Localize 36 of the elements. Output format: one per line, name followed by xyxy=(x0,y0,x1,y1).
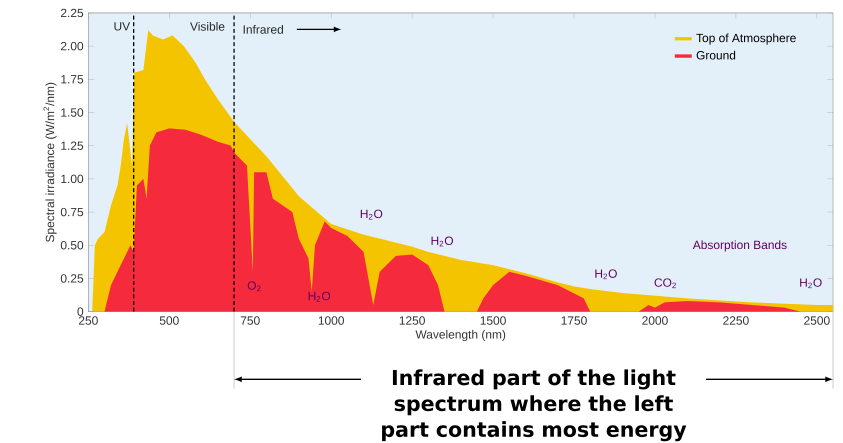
y-tick-label: 1.50 xyxy=(61,108,84,117)
legend-label: Top of Atmosphere xyxy=(696,33,796,45)
y-tick-label: 2.25 xyxy=(60,8,84,18)
x-tick-label: 1000 xyxy=(318,316,344,325)
annotation: UV xyxy=(114,22,130,31)
x-tick-label: 250 xyxy=(78,316,98,325)
x-tick-label: 2500 xyxy=(804,316,830,325)
annotation: Visible xyxy=(190,22,224,31)
x-tick-label: 1500 xyxy=(480,316,506,325)
x-tick-label: 2250 xyxy=(723,316,749,325)
annotation: H$_{2}$O xyxy=(432,236,454,246)
annotation: H$_{2}$O xyxy=(308,292,330,302)
text: Infrared part of the light spectrum where the left part contains most energy xyxy=(382,369,686,442)
y-tick-label: 0.25 xyxy=(60,274,84,283)
x-axis-title: Wavelength (nm) xyxy=(415,330,506,342)
y-tick-label: 0.75 xyxy=(60,208,84,216)
y-tick-label: 0 xyxy=(77,307,84,316)
annotation: Absorption Bands xyxy=(692,240,787,252)
x-tick-label: 1250 xyxy=(400,316,425,325)
annotation: O$_{2}$ xyxy=(248,281,261,292)
annotation: H$_{2}$O xyxy=(595,269,617,280)
y-tick-label: 1.75 xyxy=(61,75,84,84)
y-axis-title: Spectral irradiance (W/m$^{2}$/nm) xyxy=(43,82,57,242)
y-tick-label: 1.00 xyxy=(61,174,84,184)
annotation: Infrared xyxy=(244,24,283,34)
y-tick-label: 2.00 xyxy=(60,42,84,50)
annotation: H$_{2}$O xyxy=(360,210,382,220)
annotation: CO$_{2}$ xyxy=(654,278,676,288)
x-tick-label: 500 xyxy=(160,316,179,325)
y-tick-label: 1.25 xyxy=(61,141,84,150)
x-tick-label: 750 xyxy=(240,316,260,325)
legend-label: Ground xyxy=(696,50,736,60)
y-tick-label: 0.50 xyxy=(60,240,84,250)
annotation: H$_{2}$O xyxy=(800,278,822,288)
x-tick-label: 2000 xyxy=(642,316,668,325)
x-tick-label: 1750 xyxy=(562,316,587,325)
